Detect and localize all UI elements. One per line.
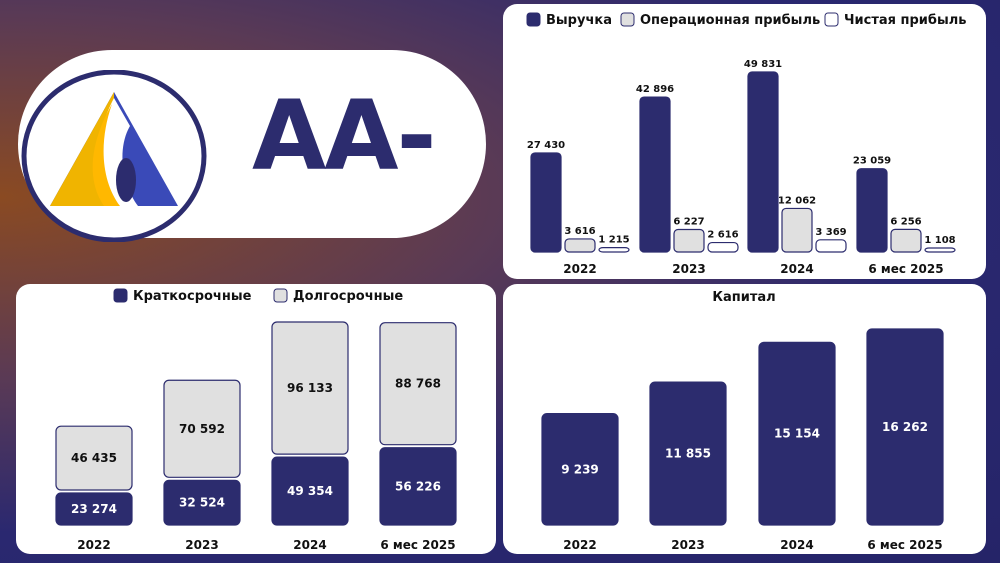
data-label: 56 226: [395, 479, 441, 493]
bar-segment: [379, 447, 457, 526]
x-tick-label: 6 мес 2025: [868, 262, 943, 276]
legend-item-swatch: [113, 288, 128, 303]
data-label: 70 592: [179, 422, 225, 436]
legend-item-swatch: [620, 12, 635, 27]
data-label: 1 215: [598, 235, 629, 246]
bar-segment: [271, 456, 349, 526]
legend-item-swatch: [824, 12, 839, 27]
x-tick-label: 2022: [77, 538, 110, 552]
chart-title: Капитал: [712, 290, 775, 305]
data-label: 23 059: [853, 156, 891, 167]
data-label: 46 435: [71, 451, 117, 465]
revenue-profit-panel: Выручка Операционная прибыль Чистая прибыл…: [503, 4, 986, 279]
data-label: 2 616: [707, 230, 738, 241]
bar: [564, 238, 596, 253]
data-label: 12 062: [778, 195, 816, 206]
bar: [758, 341, 836, 526]
data-label: 11 855: [665, 447, 711, 461]
data-label: 1 108: [924, 235, 955, 246]
data-label: 96 133: [287, 381, 333, 395]
company-logo-icon: [21, 70, 207, 242]
data-label: 88 768: [395, 377, 441, 391]
bar: [673, 228, 705, 253]
legend-item-label: Операционная прибыль: [640, 13, 820, 28]
legend-item-label: Долгосрочные: [293, 289, 403, 304]
data-label: 9 239: [561, 462, 599, 476]
legend-item-swatch: [526, 12, 541, 27]
bar-segment: [55, 425, 133, 491]
data-label: 3 369: [815, 227, 846, 238]
x-tick-label: 2022: [563, 538, 596, 552]
bar: [781, 207, 813, 253]
x-tick-label: 2023: [671, 538, 704, 552]
bar: [890, 228, 922, 253]
data-label: 32 524: [179, 496, 225, 510]
bar: [866, 328, 944, 526]
revenue-profit-chart: Выручка Операционная прибыль Чистая прибыл…: [526, 12, 966, 276]
data-label: 42 896: [636, 84, 674, 95]
x-tick-label: 2023: [185, 538, 218, 552]
data-label: 6 256: [890, 216, 921, 227]
x-tick-label: 2024: [293, 538, 326, 552]
bar-segment: [271, 321, 349, 455]
bar-segment: [55, 492, 133, 526]
bar: [856, 168, 888, 253]
data-label: 3 616: [564, 226, 595, 237]
bar: [747, 71, 779, 253]
capital-panel: Капитал 9 239 2022 11 855 2023 15 154 2024 16 2…: [503, 284, 986, 554]
credit-rating: AA-: [252, 80, 436, 192]
legend-item-label: Выручка: [546, 13, 612, 28]
data-label: 23 274: [71, 502, 117, 516]
bar: [639, 96, 671, 253]
data-label: 6 227: [673, 217, 704, 228]
x-tick-label: 2022: [563, 262, 596, 276]
bar-segment: [163, 379, 241, 478]
bar-segment: [379, 322, 457, 446]
legend-item-swatch: [273, 288, 288, 303]
x-tick-label: 6 мес 2025: [380, 538, 455, 552]
x-tick-label: 6 мес 2025: [867, 538, 942, 552]
data-label: 49 354: [287, 484, 333, 498]
data-label: 27 430: [527, 140, 565, 151]
bar-segment: [163, 479, 241, 526]
data-label: 49 831: [744, 59, 782, 70]
bar: [649, 381, 727, 526]
capital-chart: Капитал 9 239 2022 11 855 2023 15 154 2024 16 2…: [541, 290, 944, 552]
debt-panel: Краткосрочные Долгосрочные 23 274 46 435 202…: [16, 284, 496, 554]
data-label: 16 262: [882, 420, 928, 434]
legend-item-label: Краткосрочные: [133, 289, 252, 304]
debt-chart: Краткосрочные Долгосрочные 23 274 46 435 202…: [55, 288, 457, 552]
bar: [541, 413, 619, 526]
legend-item-label: Чистая прибыль: [844, 13, 966, 28]
bar: [530, 152, 562, 253]
bar: [815, 239, 847, 253]
x-tick-label: 2024: [780, 538, 813, 552]
x-tick-label: 2024: [780, 262, 813, 276]
bar: [707, 241, 739, 253]
data-label: 15 154: [774, 427, 820, 441]
bar: [924, 247, 956, 253]
bar: [598, 247, 630, 253]
x-tick-label: 2023: [672, 262, 705, 276]
